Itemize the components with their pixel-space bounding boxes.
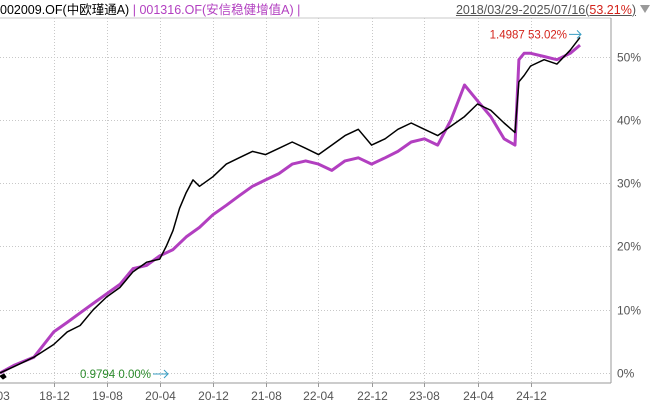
y-tick-label: 20% — [617, 240, 641, 254]
annotations: 1.4987 53.02% 0.9794 0.00% — [0, 29, 582, 381]
chevron-down-icon[interactable] — [639, 3, 651, 15]
series-legend: 002009.OF(中欧瑾通A) | 001316.OF(安信稳健增值A) | — [0, 1, 300, 19]
start-arrow-icon — [153, 369, 169, 379]
series-lines — [0, 36, 581, 375]
x-tick-label: 18-03 — [0, 389, 10, 403]
x-axis: 18-03 18-12 19-08 20-04 20-12 21-08 22-04 22-12… — [0, 383, 547, 403]
end-value-label: 1.4987 53.02% — [490, 29, 567, 41]
range-info: 2018/03/29-2025/07/16(53.21%) — [456, 1, 636, 19]
legend-trailing-separator: | — [297, 3, 301, 17]
y-tick-label: 40% — [617, 114, 641, 128]
legend-series-1[interactable]: 002009.OF(中欧瑾通A) — [0, 3, 130, 17]
start-marker — [0, 373, 7, 380]
legend-series-2[interactable]: 001316.OF(安信稳健增值A) — [139, 3, 294, 17]
x-tick-label: 18-12 — [39, 389, 70, 403]
legend-separator: | — [132, 3, 136, 17]
y-tick-label: 50% — [617, 51, 641, 65]
y-axis: 0% 10% 20% 30% 40% 50% — [617, 51, 641, 381]
x-tick-label: 23-08 — [409, 389, 440, 403]
series-line-1 — [0, 36, 581, 374]
y-tick-label: 30% — [617, 177, 641, 191]
y-tick-label: 10% — [617, 304, 641, 318]
x-tick-label: 21-08 — [251, 389, 282, 403]
chart-grid — [0, 17, 612, 384]
x-tick-label: 24-04 — [463, 389, 494, 403]
x-tick-label: 20-04 — [145, 389, 176, 403]
x-tick-label: 22-12 — [357, 389, 388, 403]
series-line-2 — [0, 43, 581, 375]
x-tick-label: 19-08 — [92, 389, 123, 403]
range-return: 53.21% — [589, 3, 632, 17]
end-arrow-icon — [569, 30, 582, 39]
start-value-label: 0.9794 0.00% — [80, 369, 151, 381]
range-return-close: ) — [631, 3, 636, 17]
range-return-open: ( — [585, 3, 590, 17]
x-tick-label: 24-12 — [516, 389, 547, 403]
x-tick-label: 22-04 — [303, 389, 334, 403]
date-range[interactable]: 2018/03/29-2025/07/16 — [455, 3, 586, 17]
x-tick-label: 20-12 — [198, 389, 229, 403]
y-tick-label: 0% — [617, 367, 635, 381]
